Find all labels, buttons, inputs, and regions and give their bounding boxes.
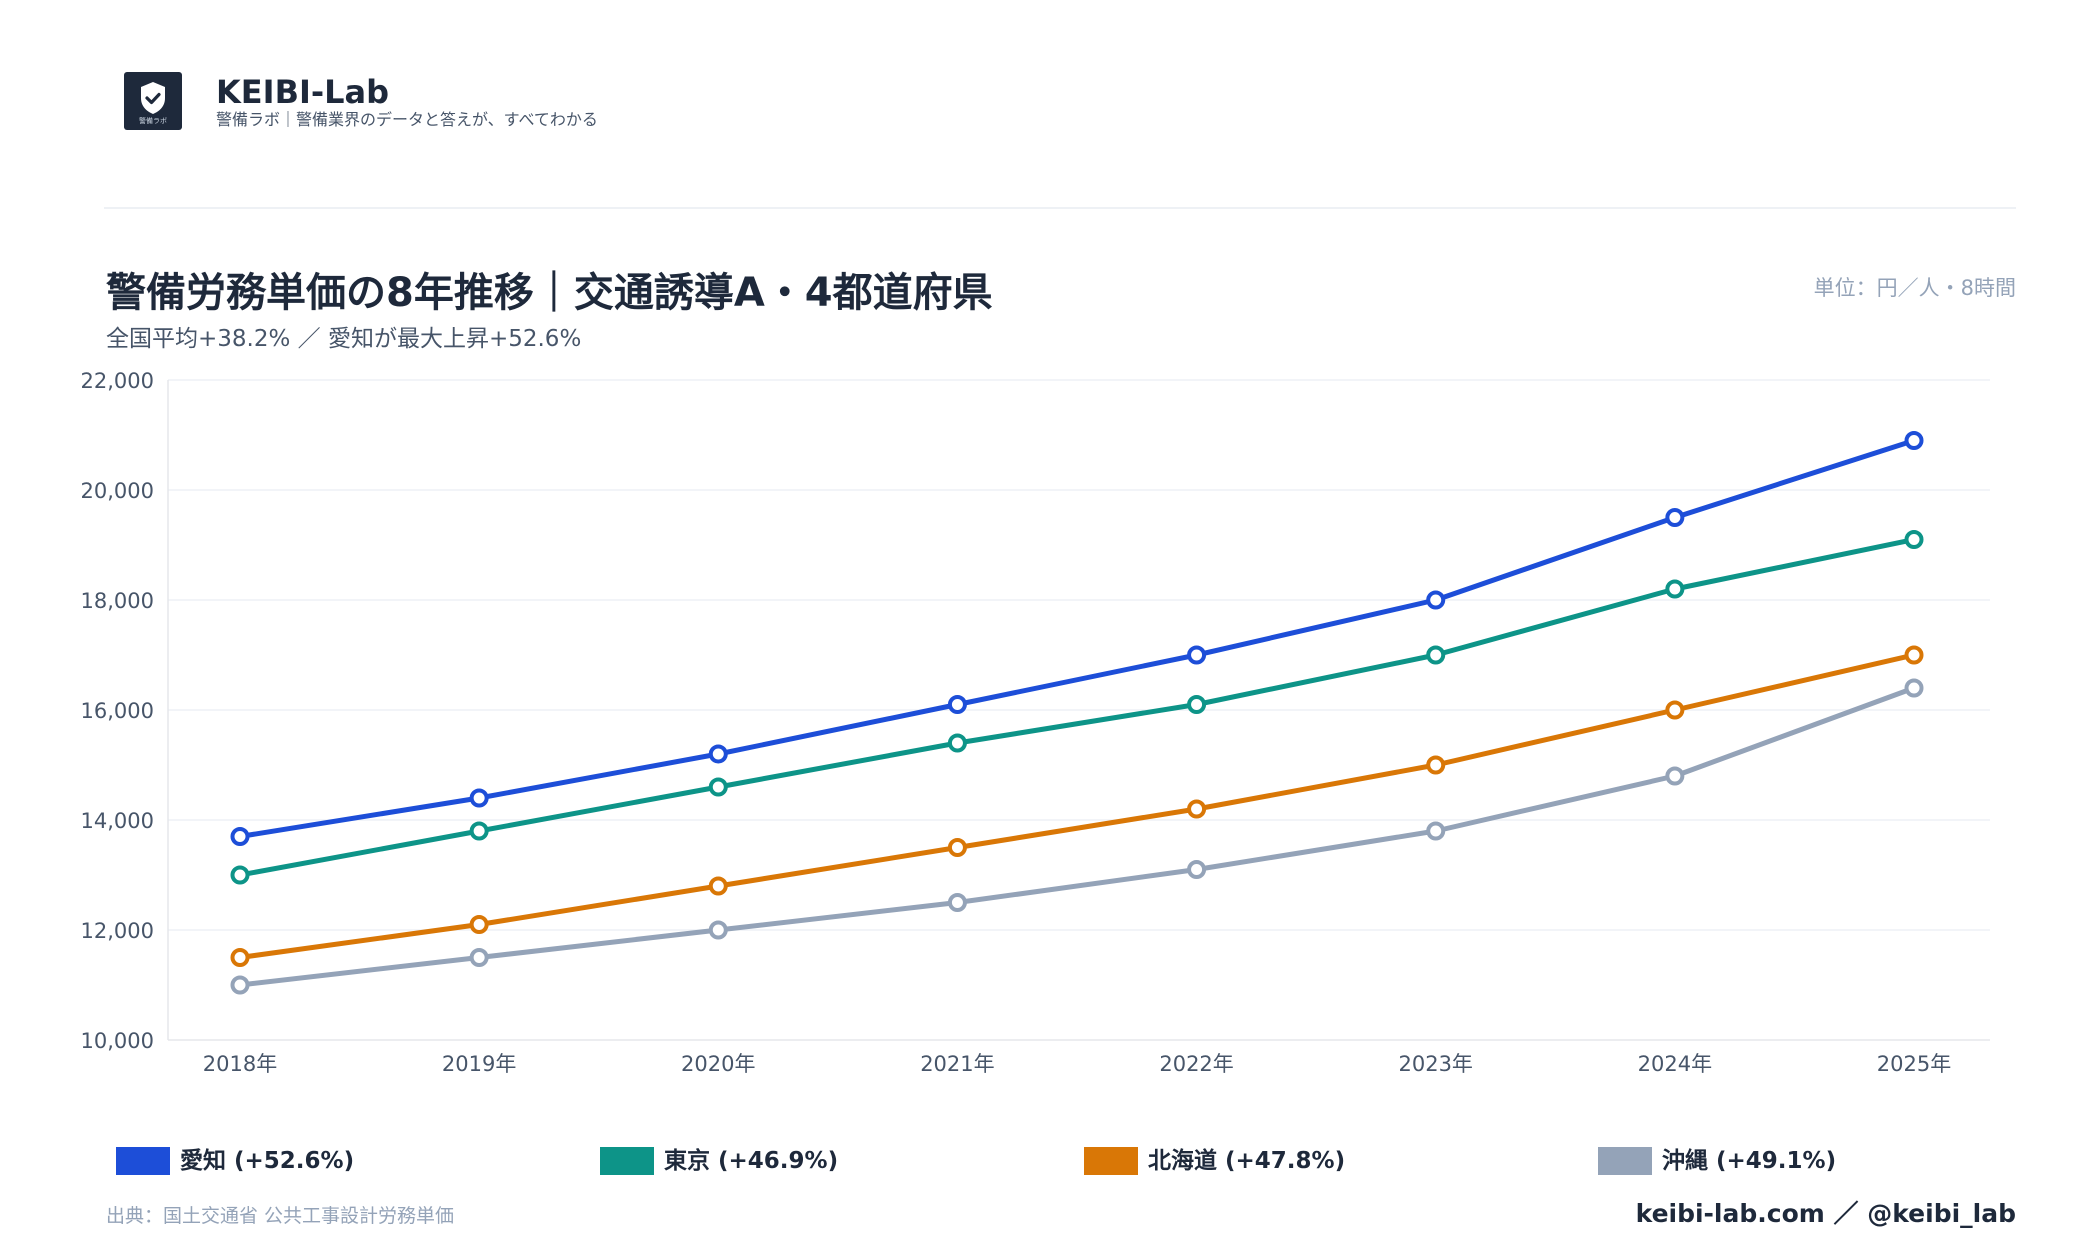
series-line-0 xyxy=(237,438,1917,839)
legend-swatch xyxy=(116,1147,170,1175)
data-point xyxy=(230,975,250,995)
data-point xyxy=(1904,645,1924,665)
y-tick-label: 18,000 xyxy=(81,589,154,613)
x-tick-label: 2018年 xyxy=(203,1052,277,1076)
data-point xyxy=(1187,860,1207,879)
series-line-3 xyxy=(237,685,1917,988)
data-point xyxy=(230,827,250,846)
x-tick-label: 2020年 xyxy=(681,1052,755,1076)
data-point xyxy=(708,744,728,764)
data-point xyxy=(1426,645,1446,665)
chart-subtitle: 全国平均+38.2% ／ 愛知が最大上昇+52.6% xyxy=(106,326,582,352)
data-point xyxy=(1187,695,1207,714)
legend-swatch xyxy=(1084,1147,1138,1175)
data-point xyxy=(708,777,728,797)
data-point xyxy=(1904,530,1924,549)
unit-label: 単位：円／人・8時間 xyxy=(1813,276,2016,300)
x-tick-label: 2019年 xyxy=(442,1052,516,1076)
data-point xyxy=(469,821,489,841)
x-tick-label: 2025年 xyxy=(1877,1052,1951,1076)
brand-name: KEIBI-Lab xyxy=(216,73,390,111)
data-point xyxy=(708,876,728,896)
data-point xyxy=(1665,700,1685,720)
legend-label: 北海道 (+47.8%) xyxy=(1148,1148,1346,1174)
y-tick-label: 12,000 xyxy=(81,919,154,943)
x-tick-label: 2022年 xyxy=(1159,1052,1233,1076)
data-point xyxy=(1187,799,1207,819)
data-point xyxy=(947,838,967,857)
y-tick-label: 10,000 xyxy=(81,1029,154,1053)
y-tick-label: 16,000 xyxy=(81,699,154,723)
data-point xyxy=(1665,766,1685,786)
shield-check-icon xyxy=(141,82,165,114)
data-point xyxy=(230,865,250,885)
data-point xyxy=(230,948,250,967)
logo-caption: 警備ラボ xyxy=(139,117,167,125)
legend-swatch xyxy=(1598,1147,1652,1175)
x-tick-label: 2023年 xyxy=(1398,1052,1472,1076)
data-point xyxy=(947,733,967,753)
y-tick-label: 14,000 xyxy=(81,809,154,833)
data-point xyxy=(1426,590,1446,610)
data-point xyxy=(1904,431,1924,450)
y-tick-label: 22,000 xyxy=(81,369,154,393)
data-point xyxy=(947,893,967,912)
data-point xyxy=(947,695,967,714)
line-chart: 10,000 12,000 14,000 16,000 18,000 20,000 22,0… xyxy=(81,369,1990,1076)
legend-swatch xyxy=(600,1147,654,1175)
series-line-1 xyxy=(237,537,1917,878)
data-point xyxy=(1665,508,1685,527)
data-point xyxy=(1665,579,1685,599)
data-point xyxy=(1904,678,1924,698)
data-point xyxy=(708,920,728,940)
data-point xyxy=(1426,821,1446,841)
data-point xyxy=(469,915,489,934)
chart-title: 警備労務単価の8年推移｜交通誘導A・4都道府県 xyxy=(106,270,993,316)
x-tick-label: 2021年 xyxy=(920,1052,994,1076)
header-divider xyxy=(104,207,2016,209)
data-point xyxy=(469,788,489,808)
brand-tagline: 警備ラボ｜警備業界のデータと答えが、すべてわかる xyxy=(216,110,598,129)
legend-label: 東京 (+46.9%) xyxy=(664,1148,839,1174)
x-tick-label: 2024年 xyxy=(1638,1052,1712,1076)
legend-label: 愛知 (+52.6%) xyxy=(180,1148,355,1174)
data-point xyxy=(1426,755,1446,775)
legend-label: 沖縄 (+49.1%) xyxy=(1662,1148,1837,1174)
series-line-2 xyxy=(237,652,1917,960)
brand-logo: 警備ラボ xyxy=(124,72,182,130)
data-point xyxy=(469,948,489,967)
source-note: 出典：国土交通省 公共工事設計労務単価 xyxy=(106,1205,455,1227)
y-tick-label: 20,000 xyxy=(81,479,154,503)
data-point xyxy=(1187,645,1207,665)
footer-link: keibi-lab.com ／ @keibi_lab xyxy=(1635,1199,2016,1228)
